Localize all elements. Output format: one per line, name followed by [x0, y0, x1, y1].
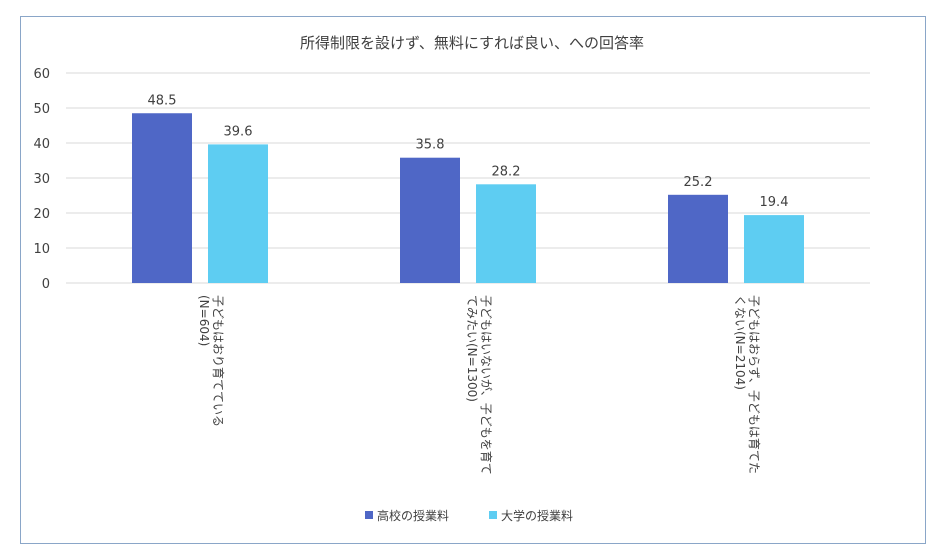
y-tick-label: 10: [33, 242, 50, 257]
data-label: 35.8: [416, 138, 445, 153]
data-labels: 48.5 39.6 35.8 28.2 25.2 19.4: [148, 93, 789, 210]
gridlines: [66, 72, 870, 284]
y-tick-label: 40: [33, 137, 50, 152]
bar: [400, 157, 460, 283]
data-label: 48.5: [148, 93, 177, 108]
category-label-line: 子どもはおらず、子どもは育てた: [747, 295, 762, 474]
y-tick-label: 20: [33, 207, 50, 222]
category-label: 子どもはおり育てている(N=604): [197, 295, 226, 427]
bar: [668, 194, 728, 283]
y-tick-label: 0: [42, 277, 50, 292]
legend-swatch: [365, 511, 373, 519]
bar: [132, 113, 192, 283]
category-label-line: くない(N=2104): [733, 295, 747, 390]
bars: [132, 113, 804, 283]
x-axis-categories: 子どもはおり育てている(N=604) 子どもはいないが、子どもを育ててみたい(N=…: [197, 295, 762, 475]
bar: [744, 215, 804, 283]
y-tick-label: 30: [33, 172, 50, 187]
y-tick-label: 50: [33, 102, 50, 117]
category-label-line: (N=604): [197, 295, 211, 346]
bar: [476, 184, 536, 283]
data-label: 25.2: [684, 175, 713, 190]
legend-label: 大学の授業料: [501, 508, 573, 523]
data-label: 28.2: [492, 164, 521, 179]
legend-label: 高校の授業料: [377, 508, 449, 523]
category-label-line: 子どもはいないが、子どもを育て: [479, 295, 494, 475]
category-label-line: 子どもはおり育てている: [211, 295, 226, 427]
y-tick-label: 60: [33, 67, 50, 82]
legend-swatch: [489, 511, 497, 519]
data-label: 19.4: [760, 195, 789, 210]
legend: 高校の授業料 大学の授業料: [365, 508, 573, 523]
bar: [208, 144, 268, 283]
chart-title: 所得制限を設けず、無料にすれば良い、への回答率: [300, 34, 644, 52]
y-axis-ticks: 0 10 20 30 40 50 60: [33, 67, 50, 292]
category-label-line: てみたい(N=1300): [465, 295, 479, 402]
data-label: 39.6: [224, 124, 253, 139]
